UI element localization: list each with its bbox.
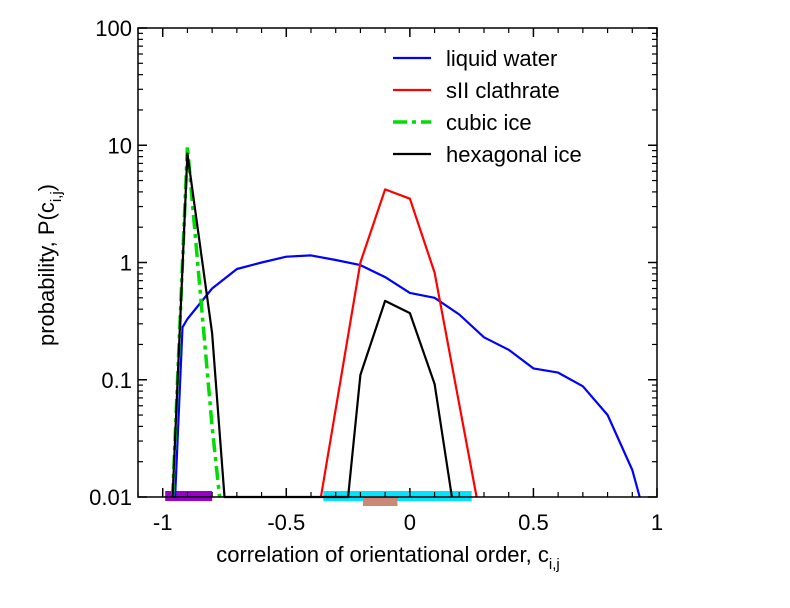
series-line-liquid-water <box>174 254 641 498</box>
y-tick-label: 10 <box>108 133 132 158</box>
x-axis-range-bars <box>165 491 472 506</box>
x-tick-label: 1 <box>651 510 663 535</box>
series-line-hexagonal-ice <box>171 152 453 499</box>
x-tick-label: -0.5 <box>267 510 305 535</box>
legend-label: hexagonal ice <box>446 142 582 167</box>
plot-frame <box>137 27 658 498</box>
y-axis-label: probability, P(ci,j) <box>34 184 65 346</box>
x-tick-label: -1 <box>153 510 173 535</box>
y-tick-label: 0.1 <box>101 368 132 393</box>
legend: liquid water sII clathrate cubic ice hexago… <box>393 46 582 167</box>
legend-label: cubic ice <box>446 110 532 135</box>
y-tick-label: 100 <box>95 16 132 41</box>
axis-ticks: -1 -0.5 0 0.5 1 0.01 0.1 1 10 100 <box>89 16 663 535</box>
x-range-bar <box>165 491 213 501</box>
x-axis-label: correlation of orientational order, ci,j <box>216 542 559 573</box>
x-range-bar <box>362 497 398 506</box>
legend-label: liquid water <box>446 46 557 71</box>
legend-label: sII clathrate <box>446 78 560 103</box>
y-tick-label: 1 <box>120 251 132 276</box>
series-line-sii-clathrate <box>319 188 478 498</box>
y-tick-label: 0.01 <box>89 485 132 510</box>
x-tick-label: 0.5 <box>518 510 549 535</box>
series-lines <box>170 144 641 499</box>
x-tick-label: 0 <box>404 510 416 535</box>
x-range-bar <box>323 491 472 501</box>
